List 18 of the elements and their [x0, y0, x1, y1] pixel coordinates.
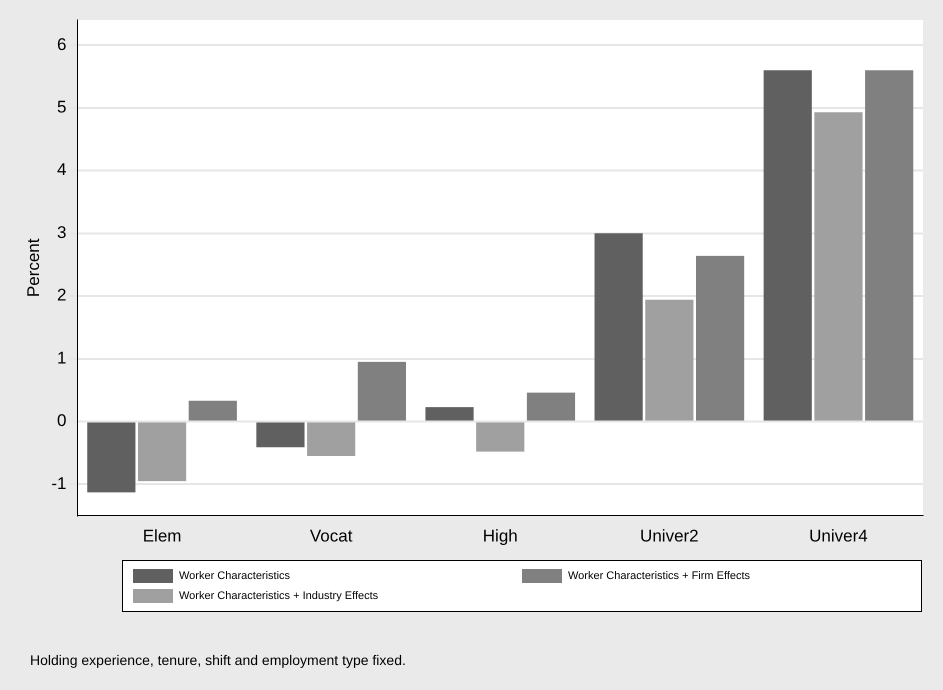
legend-label: Worker Characteristics + Firm Effects	[568, 570, 750, 582]
y-tick-label: 1	[57, 348, 67, 368]
legend-label: Worker Characteristics	[179, 570, 290, 582]
x-tick-label: High	[482, 526, 518, 546]
y-tick-label: 6	[57, 34, 67, 54]
text: Holding experience, tenure, shift and employment type fixed.	[30, 652, 406, 668]
y-tick-label: 5	[57, 98, 67, 117]
y-axis-title: Percent	[24, 238, 43, 298]
x-tick-label: Univer4	[809, 526, 868, 546]
y-tick-label: 2	[57, 286, 67, 305]
y-tick-label: 0	[57, 411, 67, 430]
x-tick-label: Vocat	[310, 526, 353, 546]
y-tick-label: 3	[57, 222, 67, 242]
legend-label: Worker Characteristics + Industry Effects	[179, 590, 378, 602]
x-tick-label: Elem	[142, 526, 182, 546]
x-tick-label: Univer2	[640, 526, 699, 546]
y-tick-label: 4	[57, 160, 67, 180]
y-tick-label: -1	[51, 474, 67, 493]
